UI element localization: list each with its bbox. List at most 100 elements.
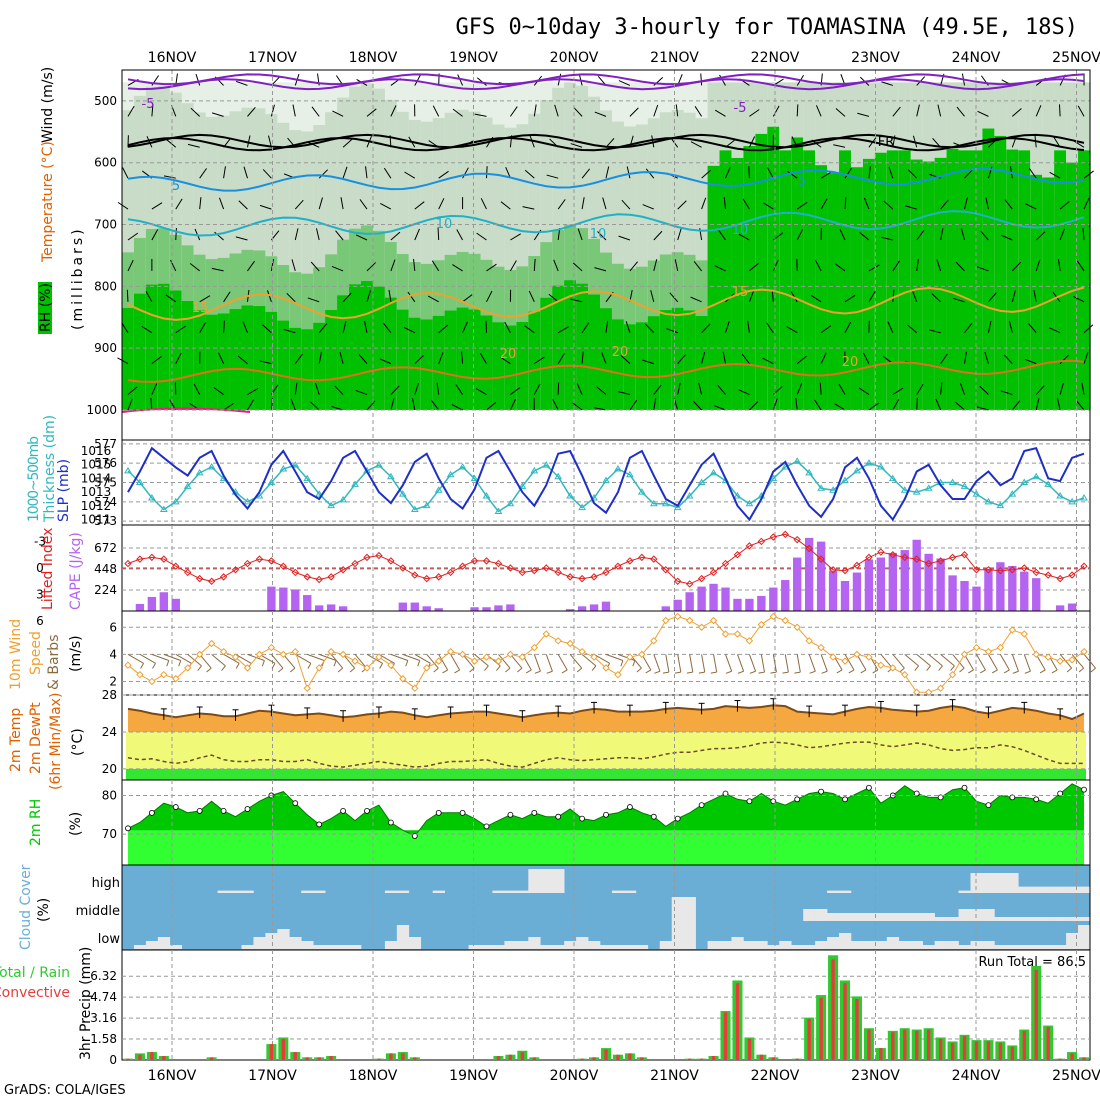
wind-speed-point xyxy=(1008,626,1017,634)
surface-wind-barb xyxy=(940,653,955,667)
thickness-point xyxy=(637,488,646,495)
wind-barb xyxy=(332,110,344,117)
lifted-index-point xyxy=(817,555,825,563)
wind-barb xyxy=(127,386,138,395)
wind-barb xyxy=(334,385,344,395)
wind-barb xyxy=(621,199,631,210)
rh-point xyxy=(794,796,801,803)
cloud-cell xyxy=(707,941,720,949)
thickness-point xyxy=(614,465,622,472)
wind-barb xyxy=(127,105,135,117)
thickness-point xyxy=(793,457,802,464)
wind-speed-point xyxy=(411,684,419,692)
date-label-bottom: 17NOV xyxy=(248,1068,297,1084)
cape-bar xyxy=(984,568,993,611)
surface-wind-barb xyxy=(545,654,553,672)
surface-wind-barb xyxy=(247,653,265,661)
thickness-point xyxy=(1020,478,1029,485)
rh-cell xyxy=(349,284,362,410)
surface-wind-barb-feather xyxy=(221,665,226,671)
isotherm-label: 15 xyxy=(192,301,209,316)
wind-barb xyxy=(1057,258,1061,271)
wind-barb xyxy=(145,291,153,303)
wind-barb xyxy=(892,106,901,117)
wind-barb xyxy=(964,322,973,334)
wind-label-1: 10m Wind xyxy=(8,619,24,690)
wind-barb xyxy=(1035,105,1042,117)
rh-cell xyxy=(791,137,804,411)
cloud-cell xyxy=(432,890,445,893)
wind-barb xyxy=(431,260,440,272)
surface-wind-barb-feather xyxy=(517,667,523,673)
cloud-cell xyxy=(229,890,242,893)
surface-wind-barb-feather xyxy=(620,660,624,667)
wind-speed-point xyxy=(542,630,550,638)
wind-speed-point xyxy=(434,657,443,665)
wind-barb xyxy=(749,262,759,272)
precip-convective-bar xyxy=(1070,1053,1074,1060)
surface-wind-barb xyxy=(139,653,156,664)
wind-barb xyxy=(438,198,445,210)
surface-wind-barb-feather xyxy=(950,665,955,671)
thickness-point xyxy=(805,468,814,476)
rh-ticks: 80 70 xyxy=(102,788,117,841)
wind-barb xyxy=(218,352,225,364)
wind-barb xyxy=(211,267,224,272)
cape-panel: -3 0 3 6 672 448 224 Lifted Index CAPE (J/kg) xyxy=(34,524,1091,628)
cloud-cell xyxy=(217,890,230,893)
cloud-cell xyxy=(635,945,649,949)
pressure-tick: 700 xyxy=(94,218,117,232)
cloud-cell xyxy=(1078,925,1091,949)
cape-bar xyxy=(577,606,587,611)
wind-barb xyxy=(1056,398,1061,411)
precip-convective-bar xyxy=(401,1053,405,1060)
precip-convective-bar xyxy=(867,1029,871,1060)
wind-barb xyxy=(642,359,654,365)
surface-wind-barb xyxy=(295,653,312,664)
rh-point xyxy=(292,800,299,807)
wind-barb xyxy=(1073,295,1085,303)
thickness-point xyxy=(948,478,957,485)
thickness-point xyxy=(924,484,933,491)
wind-barb xyxy=(1025,203,1037,210)
wind-barb xyxy=(666,328,678,334)
wind-speed-point xyxy=(219,647,228,656)
cloud-cell xyxy=(910,941,923,949)
rh-cell xyxy=(396,309,410,410)
wind-barb xyxy=(412,398,416,411)
cloud-cell xyxy=(671,921,684,949)
temperature-tick: 28 xyxy=(102,688,117,702)
wind-speed-point xyxy=(375,653,383,661)
rh-cell xyxy=(958,150,972,410)
surface-wind-barb-feather xyxy=(698,671,705,674)
wind-barb xyxy=(581,351,584,364)
rh-cell xyxy=(145,284,159,410)
wind-barb xyxy=(388,289,392,302)
thickness-point xyxy=(482,492,491,499)
thickness-point xyxy=(661,499,670,507)
cape-bar xyxy=(338,606,348,611)
wind-barb xyxy=(509,398,516,411)
cloud-cell xyxy=(384,890,398,893)
thickness-point xyxy=(972,490,981,497)
cloud-cell xyxy=(683,921,696,949)
wind-barb xyxy=(651,135,655,148)
wind-barb xyxy=(199,197,202,210)
rh-point xyxy=(1009,794,1016,801)
thickness-point xyxy=(709,468,718,476)
cape-bar xyxy=(506,604,515,611)
precip-convective-bar xyxy=(843,983,847,1060)
lifted-index-point xyxy=(375,551,383,560)
surface-wind-barb xyxy=(1011,654,1019,672)
precip-convective-bar xyxy=(580,1058,584,1060)
lifted-index-point xyxy=(243,559,252,568)
thickness-point xyxy=(984,497,993,505)
thickness-point xyxy=(243,497,252,505)
wind-speed-point xyxy=(458,650,467,659)
surface-wind-barb-feather xyxy=(454,669,460,674)
cape-bar xyxy=(422,606,431,611)
surface-wind-barb-feather xyxy=(152,663,156,669)
cloud-cell xyxy=(516,890,529,893)
rh-label-1: 2m RH xyxy=(28,799,44,846)
